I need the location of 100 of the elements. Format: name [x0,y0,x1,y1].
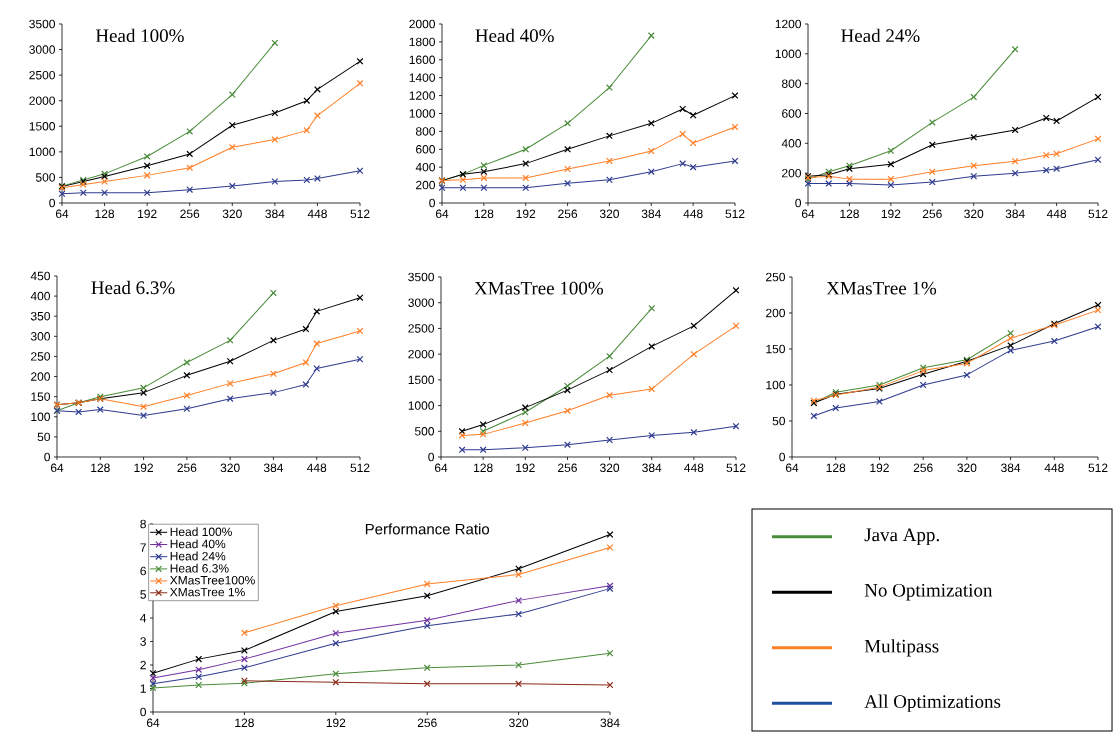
y-tick-label: 400 [781,139,802,148]
x-tick-label: 384 [263,463,284,473]
y-tick-label: 1600 [409,55,435,65]
x-tick-label: 384 [600,718,620,728]
x-tick-label: 512 [350,463,370,473]
y-tick-label: 1000 [775,49,802,59]
x-tick-label: 512 [1088,463,1108,473]
y-tick-label: 2000 [408,349,435,359]
chart-title: Head 24% [841,28,920,43]
y-tick-label: 600 [782,109,802,118]
y-tick-label: 0 [44,452,50,462]
y-tick-label: 1000 [408,401,435,410]
legend-label: Java App. [864,528,939,546]
y-tick-label: 250 [31,352,50,361]
y-tick-label: 4 [140,613,147,623]
x-tick-label: 384 [265,209,285,219]
x-tick-label: 448 [306,463,327,473]
x-tick-label: 320 [600,463,620,473]
x-tick-label: 448 [1044,463,1064,473]
legend-label: All Optimizations [864,694,1001,712]
y-tick-label: 1400 [409,73,435,82]
y-tick-label: 0 [795,198,802,208]
chart-title: Performance Ratio [365,523,490,535]
x-tick-label: 320 [964,209,984,219]
x-tick-label: 128 [91,463,110,473]
legend-label: XMasTree100% [169,575,255,585]
x-tick-label: 448 [307,209,327,219]
x-tick-label: 64 [435,209,449,219]
x-tick-label: 128 [840,209,859,219]
legend-label: Head 6.3% [170,563,229,573]
chart-title: XMasTree 1% [826,281,937,295]
y-tick-label: 500 [35,173,55,182]
y-tick-label: 800 [781,79,802,88]
x-tick-label: 448 [1046,209,1067,219]
x-tick-label: 192 [870,463,889,473]
legend-label: Multipass [864,639,939,657]
x-tick-label: 320 [957,463,977,473]
x-tick-label: 512 [725,209,745,219]
x-tick-label: 192 [516,209,536,219]
y-tick-label: 3500 [29,19,55,29]
legend-label: Head 40% [170,539,226,549]
y-tick-label: 400 [30,291,50,301]
y-tick-label: 8 [140,519,146,529]
x-tick-label: 64 [55,209,69,219]
x-tick-label: 320 [220,463,240,473]
y-tick-label: 2500 [408,324,435,333]
legend-label: No Optimization [864,583,993,601]
x-tick-label: 128 [474,463,493,473]
legend-label: Head 24% [170,551,226,561]
y-tick-label: 0 [140,707,147,717]
x-tick-label: 128 [474,209,494,219]
x-tick-label: 128 [826,463,846,473]
x-tick-label: 128 [95,209,115,219]
x-tick-label: 256 [558,209,578,219]
x-tick-label: 320 [599,209,619,219]
y-tick-label: 1000 [29,147,55,157]
y-tick-label: 150 [31,392,50,401]
x-tick-label: 320 [509,718,529,728]
x-tick-label: 192 [516,463,535,473]
x-tick-label: 320 [222,209,242,219]
y-tick-label: 100 [31,412,50,422]
x-tick-label: 384 [642,463,662,473]
x-tick-label: 384 [1001,463,1021,473]
chart-title: Head 40% [475,28,554,43]
y-tick-label: 2 [140,660,146,670]
x-tick-label: 448 [683,209,703,219]
x-tick-label: 448 [684,463,704,473]
x-tick-label: 256 [913,463,933,473]
y-tick-label: 2000 [409,19,435,29]
y-tick-label: 450 [30,271,50,281]
x-tick-label: 512 [350,209,370,219]
legend-label: Head 100% [170,527,232,537]
y-tick-label: 0 [49,198,56,208]
x-tick-label: 64 [434,463,448,473]
x-tick-label: 192 [326,718,346,728]
x-tick-label: 512 [726,463,746,473]
y-tick-label: 350 [30,311,50,321]
y-tick-label: 5 [140,590,146,599]
x-tick-label: 256 [922,209,942,219]
y-tick-label: 1500 [408,375,435,385]
x-tick-label: 512 [1088,209,1108,219]
y-tick-label: 0 [429,198,436,208]
y-tick-label: 3 [140,637,146,646]
legend-label: XMasTree 1% [169,587,245,597]
x-tick-label: 192 [138,209,157,219]
x-tick-label: 192 [881,209,901,219]
y-tick-label: 2500 [29,70,55,80]
y-tick-label: 250 [766,272,786,282]
y-tick-label: 1200 [775,19,802,29]
y-tick-label: 150 [766,344,786,354]
y-tick-label: 200 [766,308,786,318]
y-tick-label: 3000 [408,298,435,307]
x-tick-label: 64 [801,209,815,219]
y-tick-label: 100 [766,380,786,390]
y-tick-label: 1200 [409,91,435,100]
y-tick-label: 200 [416,180,436,190]
y-tick-label: 3500 [408,272,435,282]
y-tick-label: 7 [140,543,146,552]
x-tick-label: 256 [180,209,200,219]
x-tick-label: 384 [641,209,661,219]
